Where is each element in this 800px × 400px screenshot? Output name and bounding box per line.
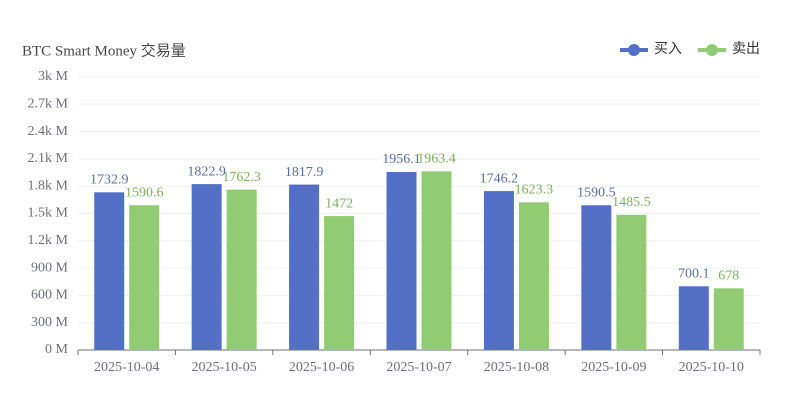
y-tick-label: 1.8k M [28, 178, 69, 193]
y-tick-label: 0 M [45, 342, 69, 357]
legend-label[interactable]: 卖出 [732, 41, 760, 57]
data-label: 1623.3 [515, 182, 554, 197]
legend-label[interactable]: 买入 [654, 41, 682, 57]
bar [94, 192, 125, 350]
chart-title: BTC Smart Money 交易量 [22, 41, 186, 59]
y-tick-label: 2.4k M [28, 124, 69, 139]
bar [616, 214, 647, 350]
data-label: 1746.2 [480, 171, 519, 186]
y-tick-label: 1.2k M [28, 233, 69, 248]
y-tick-label: 900 M [31, 260, 69, 275]
y-tick-label: 600 M [31, 288, 69, 303]
bar [713, 288, 744, 350]
x-tick-label: 2025-10-09 [581, 360, 646, 375]
x-tick-label: 2025-10-04 [94, 360, 159, 375]
y-tick-label: 2.1k M [28, 151, 69, 166]
bar [191, 184, 222, 350]
bar [678, 286, 709, 350]
data-label: 1732.9 [90, 173, 129, 188]
x-tick-label: 2025-10-10 [679, 360, 744, 375]
x-tick-label: 2025-10-05 [191, 360, 256, 375]
data-label: 1963.4 [417, 152, 456, 167]
bar [226, 189, 257, 350]
y-tick-label: 1.5k M [28, 206, 69, 221]
x-tick-label: 2025-10-08 [484, 360, 549, 375]
bar [324, 216, 355, 350]
bar [129, 205, 160, 350]
x-tick-label: 2025-10-06 [289, 360, 354, 375]
y-tick-label: 3k M [38, 69, 69, 84]
data-label: 700.1 [678, 267, 710, 282]
x-tick-label: 2025-10-07 [386, 360, 451, 375]
data-label: 1817.9 [285, 165, 324, 180]
legend-marker[interactable] [628, 44, 640, 56]
bar [483, 191, 514, 350]
data-label: 1485.5 [612, 195, 651, 210]
data-label: 1762.3 [222, 170, 261, 185]
data-label: 1822.9 [187, 164, 226, 179]
bar [518, 202, 549, 350]
data-label: 1956.1 [382, 152, 421, 167]
legend-marker[interactable] [706, 44, 718, 56]
bar [289, 184, 320, 350]
data-label: 1590.5 [577, 185, 616, 200]
bar [421, 171, 452, 350]
y-tick-label: 2.7k M [28, 97, 69, 112]
bar [386, 171, 417, 350]
data-label: 1472 [325, 196, 353, 211]
data-label: 678 [718, 269, 739, 284]
bar [581, 205, 612, 350]
data-label: 1590.6 [125, 185, 164, 200]
y-tick-label: 300 M [31, 315, 69, 330]
